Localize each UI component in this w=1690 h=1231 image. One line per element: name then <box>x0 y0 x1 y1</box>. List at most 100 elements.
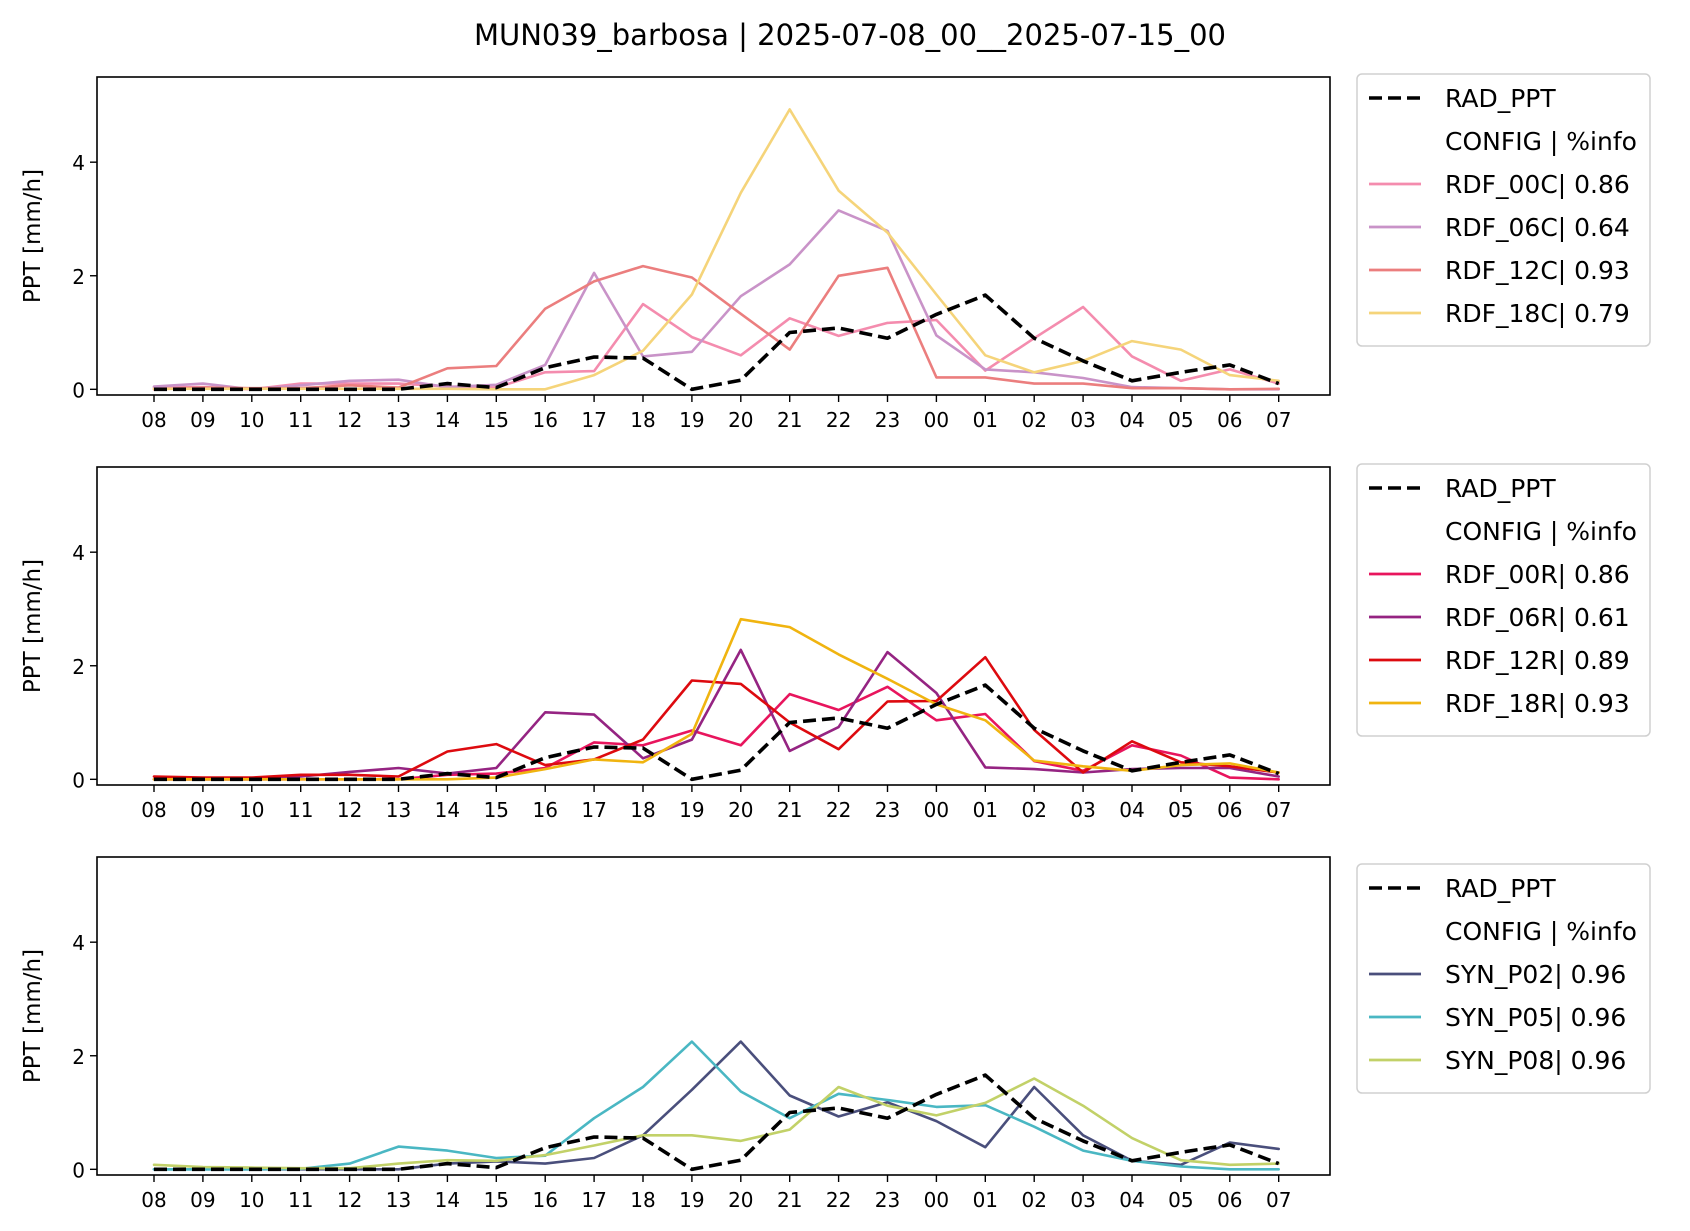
legend: RAD_PPT CONFIG | %info SYN_P02| 0.96 SYN_P0… <box>1356 863 1651 1094</box>
series-line-3 <box>152 264 1280 391</box>
x-tick-label: 01 <box>973 798 998 822</box>
y-tick-label: 2 <box>72 1045 85 1069</box>
x-tick-label: 06 <box>1217 408 1242 432</box>
x-tick-label: 08 <box>141 798 166 822</box>
panel-1: 08 09 10 11 12 13 14 15 16 17 18 19 20 21 22 23 00 01 02 03… <box>20 73 1651 432</box>
legend-header: CONFIG | %info <box>1445 517 1637 546</box>
x-tick-label: 07 <box>1266 408 1291 432</box>
x-tick-label: 14 <box>435 798 460 822</box>
x-tick-label: 10 <box>239 408 264 432</box>
x-tick-label: 16 <box>532 798 557 822</box>
legend: RAD_PPT CONFIG | %info RDF_00R| 0.86 RDF_06… <box>1356 463 1651 737</box>
legend-label-3: SYN_P08| 0.96 <box>1445 1046 1626 1075</box>
x-tick-label: 22 <box>826 798 851 822</box>
x-tick-label: 10 <box>239 1188 264 1212</box>
x-tick-label: 05 <box>1168 798 1193 822</box>
x-tick-label: 20 <box>728 408 753 432</box>
series-line-2 <box>152 1040 1280 1171</box>
x-tick-label: 18 <box>630 798 655 822</box>
x-tick-label: 13 <box>386 1188 411 1212</box>
x-tick-label: 23 <box>875 408 900 432</box>
x-tick-label: 11 <box>288 798 313 822</box>
x-tick-label: 02 <box>1021 1188 1046 1212</box>
y-axis-label: PPT [mm/h] <box>20 949 46 1083</box>
y-tick-label: 4 <box>72 931 85 955</box>
y-tick-label: 0 <box>72 1158 85 1182</box>
x-tick-label: 08 <box>141 408 166 432</box>
y-axis-label: PPT [mm/h] <box>20 169 46 303</box>
x-tick-label: 03 <box>1070 408 1095 432</box>
x-tick-label: 04 <box>1119 798 1144 822</box>
plot-area <box>152 108 1280 392</box>
plot-area <box>152 1040 1280 1172</box>
x-tick-label: 04 <box>1119 1188 1144 1212</box>
x-tick-label: 01 <box>973 1188 998 1212</box>
reference-line <box>154 683 1280 782</box>
panel-3: 08 09 10 11 12 13 14 15 16 17 18 19 20 21 22 23 00 01 02 03… <box>20 856 1651 1212</box>
x-tick-label: 23 <box>875 1188 900 1212</box>
legend-header: CONFIG | %info <box>1445 917 1637 946</box>
x-tick-label: 18 <box>630 1188 655 1212</box>
legend: RAD_PPT CONFIG | %info RDF_00C| 0.86 RDF_06… <box>1356 73 1651 347</box>
x-tick-label: 06 <box>1217 1188 1242 1212</box>
reference-line <box>154 1073 1280 1172</box>
x-tick-label: 02 <box>1021 408 1046 432</box>
y-tick-label: 2 <box>72 655 85 679</box>
x-tick-label: 17 <box>581 408 606 432</box>
x-tick-label: 09 <box>190 798 215 822</box>
x-tick-label: 20 <box>728 1188 753 1212</box>
legend-label-1: RDF_00R| 0.86 <box>1445 560 1630 589</box>
legend-label-reference: RAD_PPT <box>1445 84 1556 113</box>
y-tick-label: 2 <box>72 265 85 289</box>
x-tick-label: 10 <box>239 798 264 822</box>
legend-header: CONFIG | %info <box>1445 127 1637 156</box>
x-tick-label: 22 <box>826 1188 851 1212</box>
y-tick-label: 0 <box>72 768 85 792</box>
x-tick-label: 05 <box>1168 1188 1193 1212</box>
x-tick-label: 07 <box>1266 1188 1291 1212</box>
legend-label-3: RDF_12C| 0.93 <box>1445 256 1630 285</box>
x-tick-label: 19 <box>679 798 704 822</box>
legend-label-2: RDF_06C| 0.64 <box>1445 213 1630 242</box>
chart-title: MUN039_barbosa | 2025-07-08_00__2025-07-… <box>474 18 1226 52</box>
legend-label-3: RDF_12R| 0.89 <box>1445 646 1630 675</box>
x-tick-label: 17 <box>581 798 606 822</box>
x-tick-label: 07 <box>1266 798 1291 822</box>
y-axis-label: PPT [mm/h] <box>20 559 46 693</box>
x-tick-label: 01 <box>973 408 998 432</box>
x-tick-label: 21 <box>777 408 802 432</box>
panels-layer: 08 09 10 11 12 13 14 15 16 17 18 19 20 21 22 23 00 01 02 03… <box>20 73 1651 1212</box>
axes-frame <box>96 856 1331 1176</box>
x-tick-label: 18 <box>630 408 655 432</box>
x-tick-label: 15 <box>484 408 509 432</box>
legend-label-2: SYN_P05| 0.96 <box>1445 1003 1626 1032</box>
x-tick-label: 13 <box>386 798 411 822</box>
axes-frame <box>96 76 1331 396</box>
x-tick-label: 17 <box>581 1188 606 1212</box>
legend-box <box>1356 73 1651 347</box>
x-tick-label: 21 <box>777 1188 802 1212</box>
x-tick-label: 23 <box>875 798 900 822</box>
x-tick-label: 12 <box>337 1188 362 1212</box>
x-tick-label: 16 <box>532 408 557 432</box>
series-line-3 <box>152 1077 1280 1170</box>
x-tick-label: 00 <box>924 408 949 432</box>
x-tick-label: 05 <box>1168 408 1193 432</box>
series-line-4 <box>152 108 1280 391</box>
x-tick-label: 02 <box>1021 798 1046 822</box>
x-tick-label: 06 <box>1217 798 1242 822</box>
x-tick-label: 09 <box>190 1188 215 1212</box>
x-tick-label: 09 <box>190 408 215 432</box>
legend-label-1: RDF_00C| 0.86 <box>1445 170 1630 199</box>
x-tick-label: 00 <box>924 1188 949 1212</box>
legend-box <box>1356 463 1651 737</box>
x-tick-label: 15 <box>484 1188 509 1212</box>
x-tick-label: 12 <box>337 798 362 822</box>
x-tick-label: 12 <box>337 408 362 432</box>
x-tick-label: 19 <box>679 1188 704 1212</box>
x-tick-label: 03 <box>1070 1188 1095 1212</box>
series-line-2 <box>152 648 1280 781</box>
x-tick-label: 15 <box>484 798 509 822</box>
series-line-1 <box>152 302 1280 391</box>
